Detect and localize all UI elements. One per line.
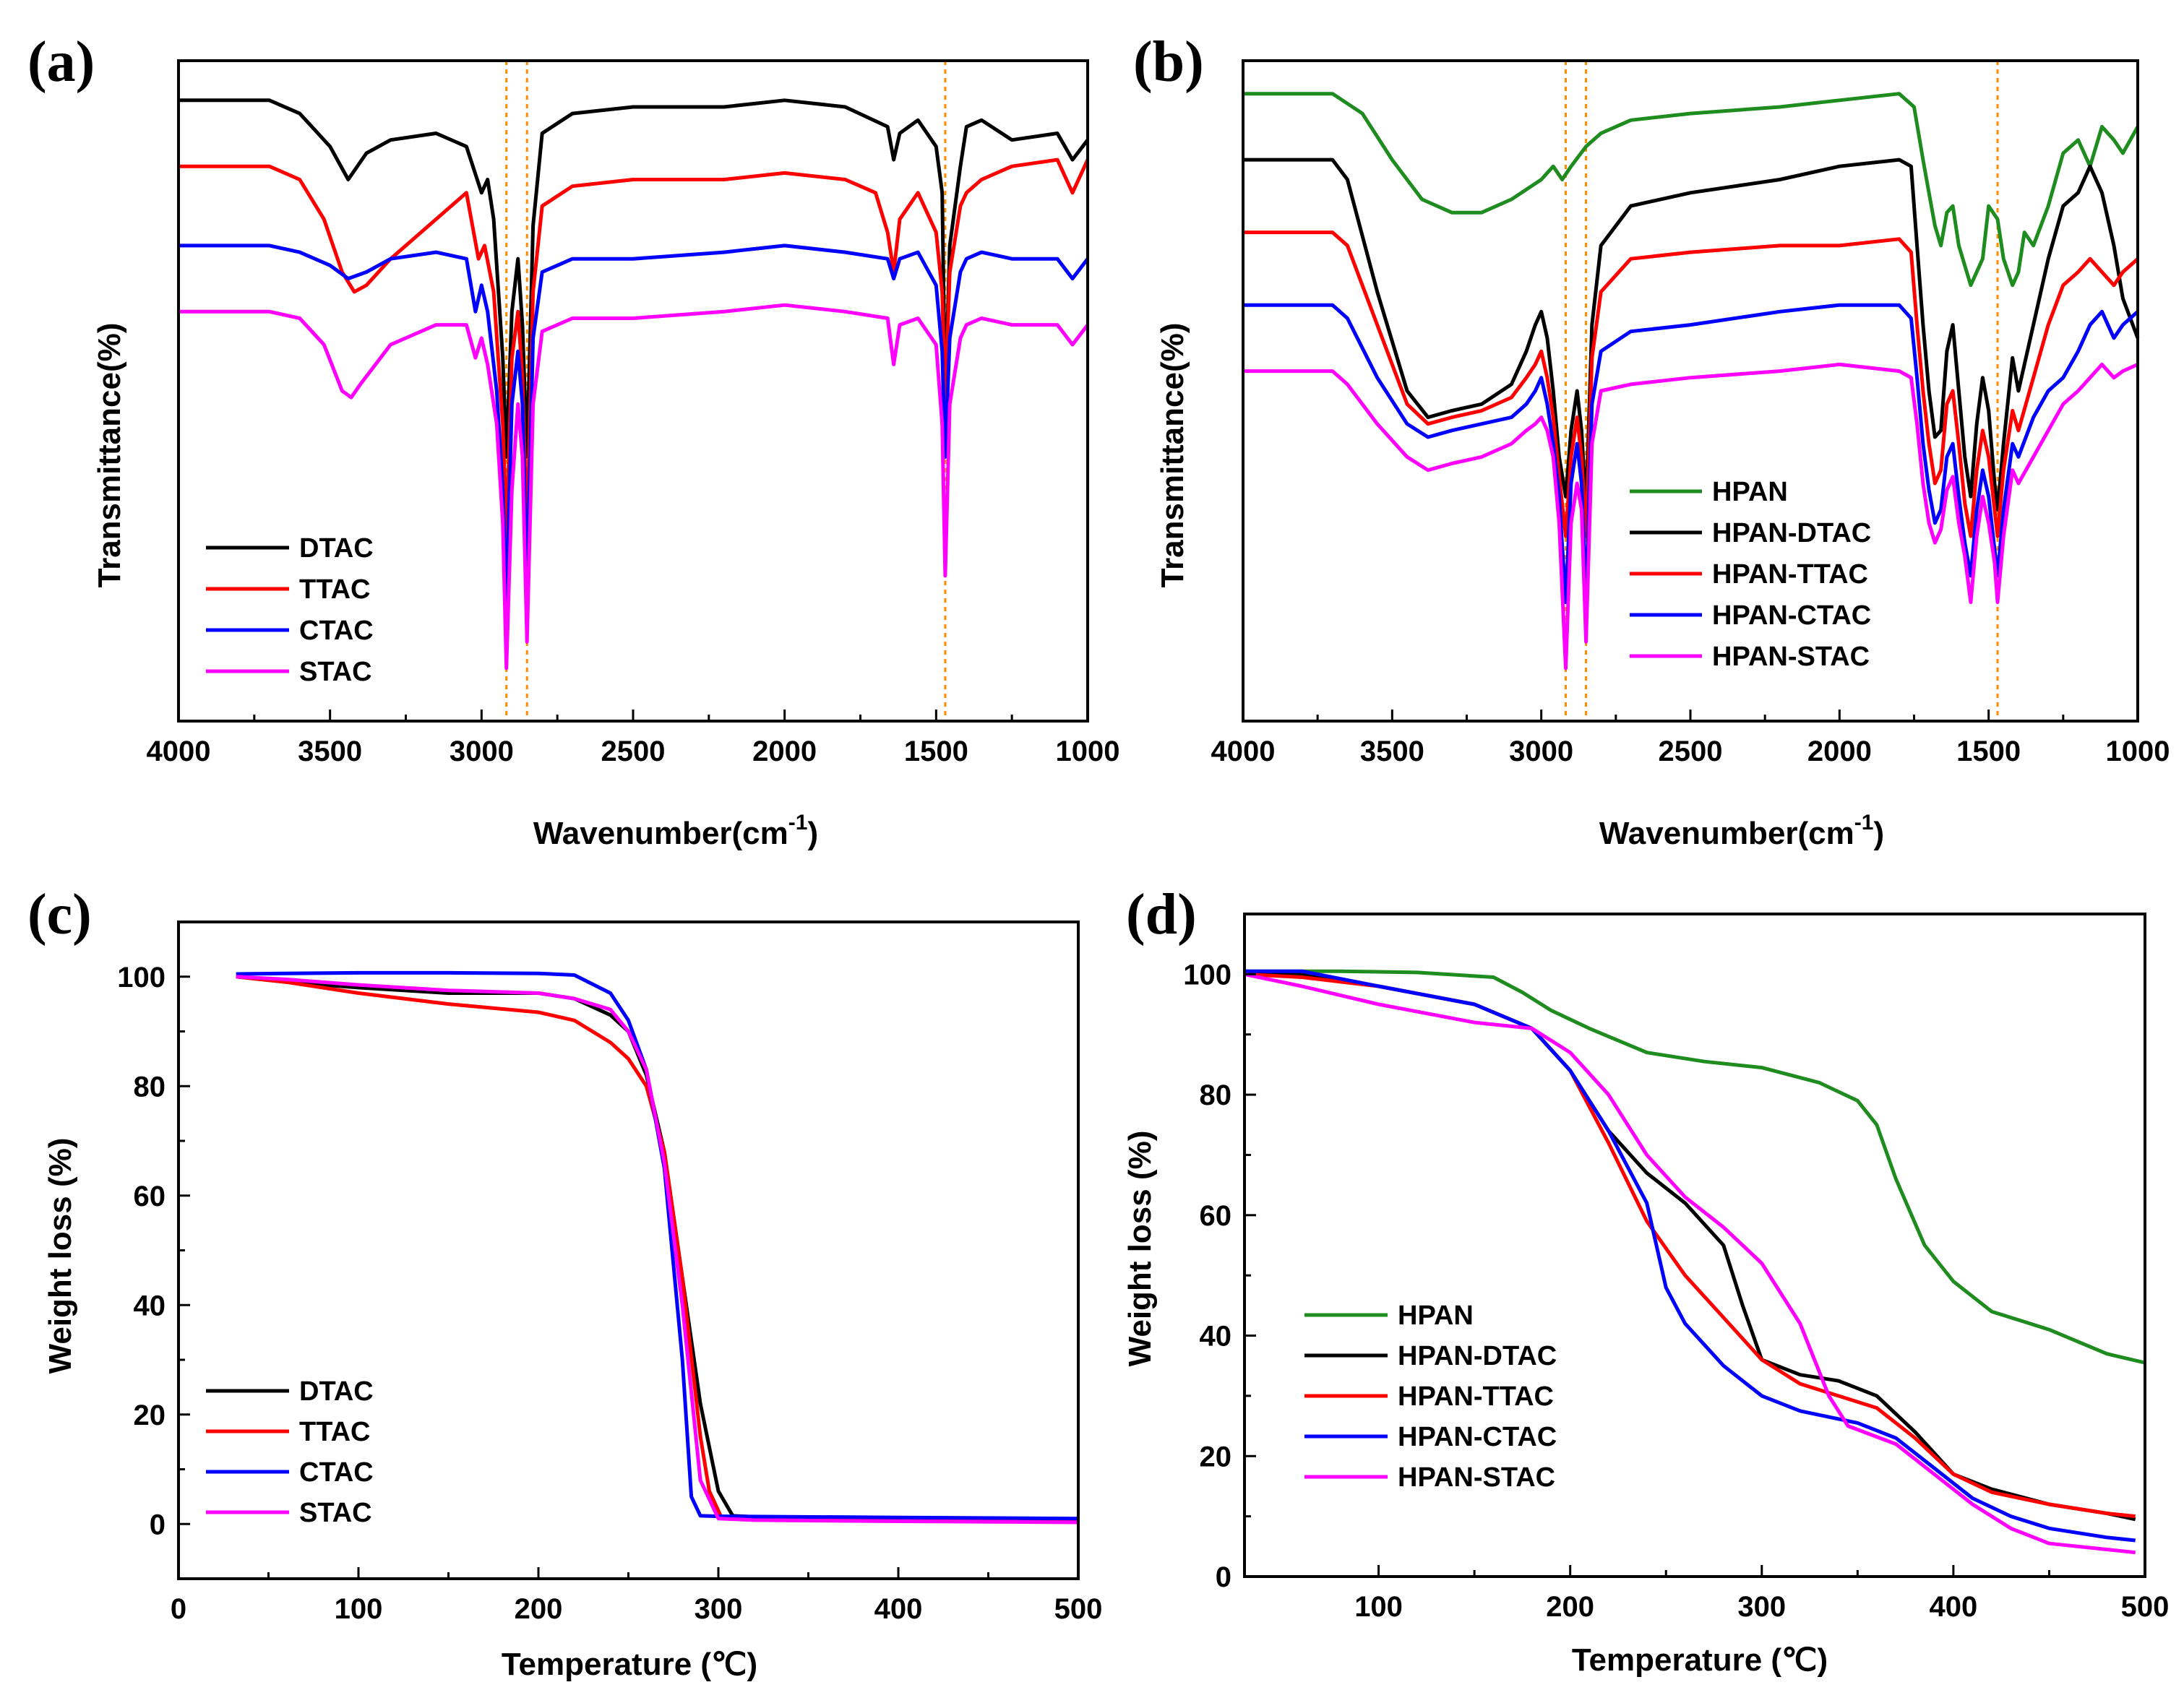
panel-c-ylabel: Weight loss (%) (43, 1138, 78, 1374)
panel-c-legend-label: STAC (299, 1498, 372, 1528)
panel-b-xtick-label: 4000 (1211, 736, 1276, 767)
panel-d-plot: 100 200 300 400 500 0 20 40 60 80 100 (1183, 913, 2170, 1623)
panel-a-series-stac (179, 303, 1089, 671)
panel-d-xtick-label: 500 (2121, 1591, 2170, 1623)
panel-a-xtick-label: 2500 (601, 736, 666, 767)
panel-d-ytick-label: 80 (1200, 1079, 1232, 1111)
panel-c-ytick-label: 100 (117, 962, 165, 993)
panel-b-series-hpan-stac (1243, 362, 2139, 671)
panel-d-legend-label: HPAN-TTAC (1398, 1381, 1554, 1412)
panel-c-legend: DTAC TTAC CTAC STAC (206, 1376, 374, 1528)
panel-a-series-ttac (179, 158, 1090, 538)
panel-d-series-hpan-stac (1244, 972, 2136, 1555)
panel-a-legend-label: DTAC (299, 533, 374, 564)
panel-c-xtick-label: 300 (695, 1593, 743, 1625)
panel-c-legend-label: DTAC (299, 1376, 374, 1407)
panel-a: (a) 4000 3500 3000 2500 2000 1500 1000 Transmi… (27, 30, 1119, 851)
panel-d-ylabel: Weight loss (%) (1122, 1131, 1158, 1367)
panel-a-legend: DTAC TTAC CTAC STAC (206, 533, 374, 687)
panel-c-xtick-label: 400 (874, 1593, 923, 1625)
panel-d-xtick-label: 300 (1737, 1591, 1786, 1623)
panel-a-ylabel: Transmittance(%) (92, 323, 127, 588)
panel-d-ytick-label: 100 (1183, 959, 1231, 991)
panel-b-xtick-label: 3000 (1509, 736, 1573, 767)
panel-a-xtick-label: 3500 (298, 736, 362, 767)
panel-c-series-ctac (236, 970, 1079, 1521)
panel-d-legend-label: HPAN-STAC (1398, 1462, 1555, 1493)
panel-b-legend-label: HPAN-DTAC (1712, 518, 1871, 548)
panel-d-legend-label: HPAN-DTAC (1398, 1341, 1557, 1371)
panel-d-series-hpan-ctac (1244, 969, 2136, 1543)
panel-b-plot: 4000 3500 3000 2500 2000 1500 1000 (1211, 59, 2170, 767)
panel-d-xtick-label: 100 (1354, 1591, 1403, 1623)
panel-d-label: (d) (1126, 883, 1197, 947)
panel-b-series-hpan-ctac (1243, 303, 2139, 604)
panel-b-series-hpan-dtac (1243, 158, 2140, 512)
panel-a-legend-label: STAC (299, 657, 372, 687)
panel-d-axes-frame (1243, 913, 2146, 1578)
panel-c-ytick-label: 20 (134, 1400, 166, 1431)
panel-c-ytick-label: 60 (134, 1181, 166, 1212)
panel-d-xlabel: Temperature (℃) (1572, 1642, 1828, 1678)
panel-c-ytick-label: 40 (134, 1290, 166, 1322)
panel-d-legend: HPAN HPAN-DTAC HPAN-TTAC HPAN-CTAC HPAN-STAC (1304, 1301, 1557, 1493)
panel-d-ytick-label: 0 (1216, 1561, 1231, 1593)
panel-b-xtick-label: 1000 (2106, 736, 2170, 767)
panel-a-xtick-label: 4000 (147, 736, 211, 767)
panel-d-ytick-label: 60 (1200, 1200, 1232, 1232)
panel-c-xtick-label: 0 (171, 1593, 186, 1625)
panel-a-series-dtac (179, 98, 1089, 459)
panel-c-xtick-label: 200 (515, 1593, 563, 1625)
panel-b: (b) 4000 3500 3000 2500 2000 1500 1000 Transmi… (1133, 30, 2170, 851)
panel-d-legend-label: HPAN-CTAC (1398, 1422, 1557, 1452)
panel-c: (c) 0 100 200 300 400 500 0 20 40 60 80 100 Weight … (27, 883, 1102, 1682)
panel-c-plot: 0 100 200 300 400 500 0 20 40 60 80 100 (117, 921, 1103, 1625)
panel-a-xtick-label: 1000 (1056, 736, 1120, 767)
panel-b-legend-label: HPAN-CTAC (1712, 600, 1871, 631)
panel-b-legend-label: HPAN-STAC (1712, 642, 1870, 672)
panel-b-legend-label: HPAN-TTAC (1712, 559, 1868, 590)
panel-c-xtick-label: 100 (335, 1593, 383, 1625)
panel-b-label: (b) (1133, 30, 1204, 94)
panel-b-legend: HPAN HPAN-DTAC HPAN-TTAC HPAN-CTAC HPAN-STAC (1630, 477, 1871, 672)
panel-d-series-hpan (1244, 969, 2146, 1365)
panel-c-legend-label: TTAC (299, 1417, 371, 1447)
panel-a-series-ctac (179, 243, 1089, 604)
panel-c-ytick-label: 80 (134, 1071, 166, 1103)
panel-d-legend-label: HPAN (1398, 1301, 1474, 1331)
panel-c-ytick-label: 0 (150, 1509, 165, 1540)
panel-b-xlabel: Wavenumber(cm-1) (1599, 811, 1884, 851)
panel-b-xtick-label: 2000 (1807, 736, 1872, 767)
panel-c-series-stac (236, 975, 1079, 1525)
panel-a-xlabel: Wavenumber(cm-1) (533, 811, 818, 851)
panel-d-xtick-label: 400 (1930, 1591, 1978, 1623)
panel-b-series-hpan (1243, 92, 2140, 288)
panel-c-label: (c) (27, 883, 92, 947)
panel-a-plot: 4000 3500 3000 2500 2000 1500 1000 (147, 59, 1120, 767)
panel-a-xtick-label: 1500 (904, 736, 968, 767)
panel-c-legend-label: CTAC (299, 1457, 374, 1488)
panel-d: (d) 100 200 300 400 500 0 20 40 60 80 100 Weight l… (1122, 883, 2169, 1678)
panel-b-series-hpan-ttac (1243, 230, 2139, 538)
panel-b-xtick-label: 2500 (1659, 736, 1723, 767)
panel-d-ytick-label: 40 (1200, 1321, 1232, 1353)
panel-b-legend-label: HPAN (1712, 477, 1788, 507)
panel-a-legend-label: CTAC (299, 616, 374, 646)
panel-a-xtick-label: 2000 (752, 736, 817, 767)
panel-a-xtick-label: 3000 (450, 736, 514, 767)
panel-c-xtick-label: 500 (1054, 1593, 1103, 1625)
panel-b-xtick-label: 3500 (1360, 736, 1424, 767)
panel-b-xtick-label: 1500 (1956, 736, 2021, 767)
panel-d-xtick-label: 200 (1546, 1591, 1594, 1623)
panel-a-label: (a) (27, 30, 95, 94)
panel-a-legend-label: TTAC (299, 574, 371, 605)
panel-c-xlabel: Temperature (℃) (502, 1647, 757, 1682)
panel-d-ytick-label: 20 (1200, 1441, 1232, 1473)
panel-b-ylabel: Transmittance(%) (1155, 323, 1190, 588)
